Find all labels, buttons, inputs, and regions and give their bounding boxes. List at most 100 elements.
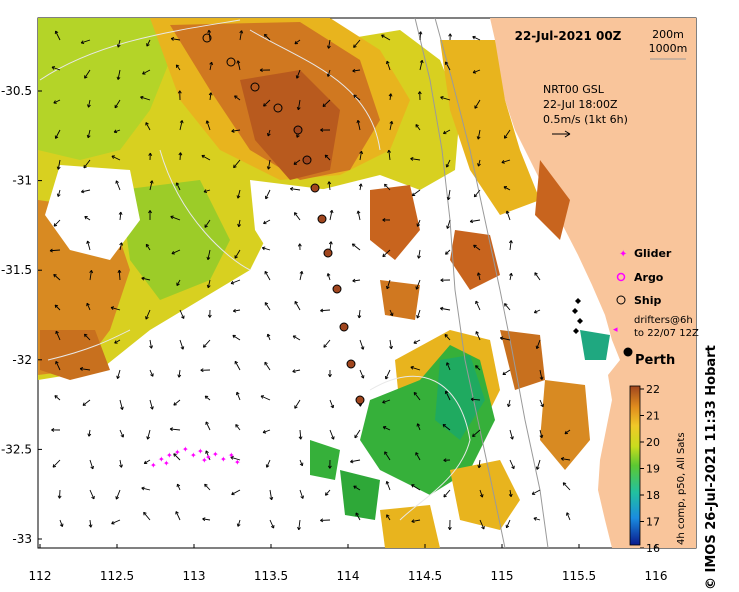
current-arrow (322, 99, 331, 107)
current-arrow (411, 189, 421, 197)
ship-marker (332, 284, 342, 294)
current-arrow (264, 361, 271, 371)
current-arrow (358, 183, 363, 191)
current-arrow (114, 339, 121, 344)
ship-marker (339, 322, 349, 332)
current-arrow (236, 519, 241, 527)
current-arrow (320, 308, 331, 313)
current-arrow (502, 369, 511, 376)
current-arrow (145, 122, 151, 131)
current-arrow (261, 246, 271, 251)
current-time-label: 22-Jul 18:00Z (543, 98, 618, 111)
current-arrow (230, 279, 241, 285)
current-arrow (294, 39, 301, 45)
current-arrow (89, 489, 95, 500)
current-arrow (294, 399, 301, 409)
colorbar-tick-label: 20 (646, 436, 660, 449)
current-arrow (146, 429, 151, 440)
current-arrow (173, 453, 181, 461)
x-tick-label: 116 (645, 569, 668, 583)
current-scale-label: 0.5m/s (1kt 6h) (543, 113, 628, 126)
current-arrow (327, 459, 332, 469)
glider-marker: ✦ (174, 448, 181, 457)
current-arrow (472, 69, 481, 74)
current-arrow (237, 219, 241, 228)
ship-marker (310, 183, 320, 193)
current-arrow (509, 459, 515, 470)
y-tick-label: -33 (12, 532, 32, 546)
colorbar-tick-label: 18 (646, 489, 660, 502)
current-arrow (359, 339, 365, 350)
current-arrow (205, 421, 211, 431)
current-arrow (170, 37, 181, 41)
current-arrow (265, 459, 271, 468)
colorbar-tick-label: 17 (646, 516, 660, 529)
current-arrow (233, 159, 241, 169)
x-tick-label: 112 (29, 569, 52, 583)
current-arrow (84, 69, 91, 79)
current-arrow (352, 68, 361, 73)
current-arrow (119, 399, 124, 410)
sst-field (38, 18, 610, 548)
glider-marker: ✦ (205, 453, 212, 462)
current-arrow (264, 189, 271, 200)
current-arrow (169, 427, 181, 432)
current-arrow (111, 519, 121, 525)
current-arrow (411, 484, 421, 491)
y-tick-label: -32.5 (1, 442, 32, 456)
current-arrow (389, 120, 394, 131)
current-arrow (57, 489, 62, 499)
current-arrow (203, 189, 211, 193)
current-arrow (54, 304, 61, 311)
current-arrow (145, 309, 151, 320)
current-arrow (416, 309, 421, 319)
x-tick-label: 114.5 (408, 569, 442, 583)
current-arrow (564, 429, 571, 435)
current-arrow (204, 483, 211, 491)
current-arrow (175, 182, 181, 191)
ship-track (202, 33, 365, 405)
current-arrow (475, 365, 481, 371)
current-arrow (269, 489, 274, 501)
current-arrow (89, 459, 94, 470)
current-arrow (299, 270, 304, 281)
y-tick-label: -31.5 (1, 263, 32, 277)
current-arrow (175, 511, 181, 521)
current-arrow (382, 249, 391, 258)
glider-marker: ✦ (228, 451, 235, 460)
current-arrow (382, 218, 391, 222)
current-arrow (473, 189, 481, 198)
ship-marker (293, 125, 303, 135)
current-arrow (54, 30, 61, 41)
current-arrow (566, 512, 571, 521)
colorbar-tick-label: 19 (646, 463, 660, 476)
current-arrow (205, 450, 211, 461)
current-arrow (113, 129, 121, 134)
current-arrow (263, 99, 271, 107)
current-arrow (444, 61, 451, 71)
current-arrow (329, 429, 335, 440)
perth-marker-icon (623, 347, 633, 357)
x-tick-label: 115.5 (562, 569, 596, 583)
current-arrow (209, 61, 214, 71)
current-arrow (59, 519, 64, 527)
credit-label: © IMOS 26-Jul-2021 11:33 Hobart (704, 345, 719, 590)
current-arrow (116, 69, 121, 80)
current-arrow (176, 483, 181, 491)
current-arrow (149, 180, 154, 191)
current-arrow (535, 339, 541, 350)
current-arrow (440, 95, 451, 101)
current-arrow (329, 399, 335, 409)
land-area (490, 18, 696, 548)
current-arrow (83, 159, 91, 169)
current-arrow (259, 68, 271, 73)
current-arrow (206, 279, 211, 289)
current-arrow (202, 339, 211, 348)
current-arrow (419, 59, 424, 71)
colorbar-tick-label: 22 (646, 383, 660, 396)
current-arrow (263, 219, 271, 225)
current-arrow (320, 128, 331, 132)
current-arrow (560, 457, 571, 461)
current-arrow (234, 249, 241, 259)
current-arrow (86, 240, 91, 251)
